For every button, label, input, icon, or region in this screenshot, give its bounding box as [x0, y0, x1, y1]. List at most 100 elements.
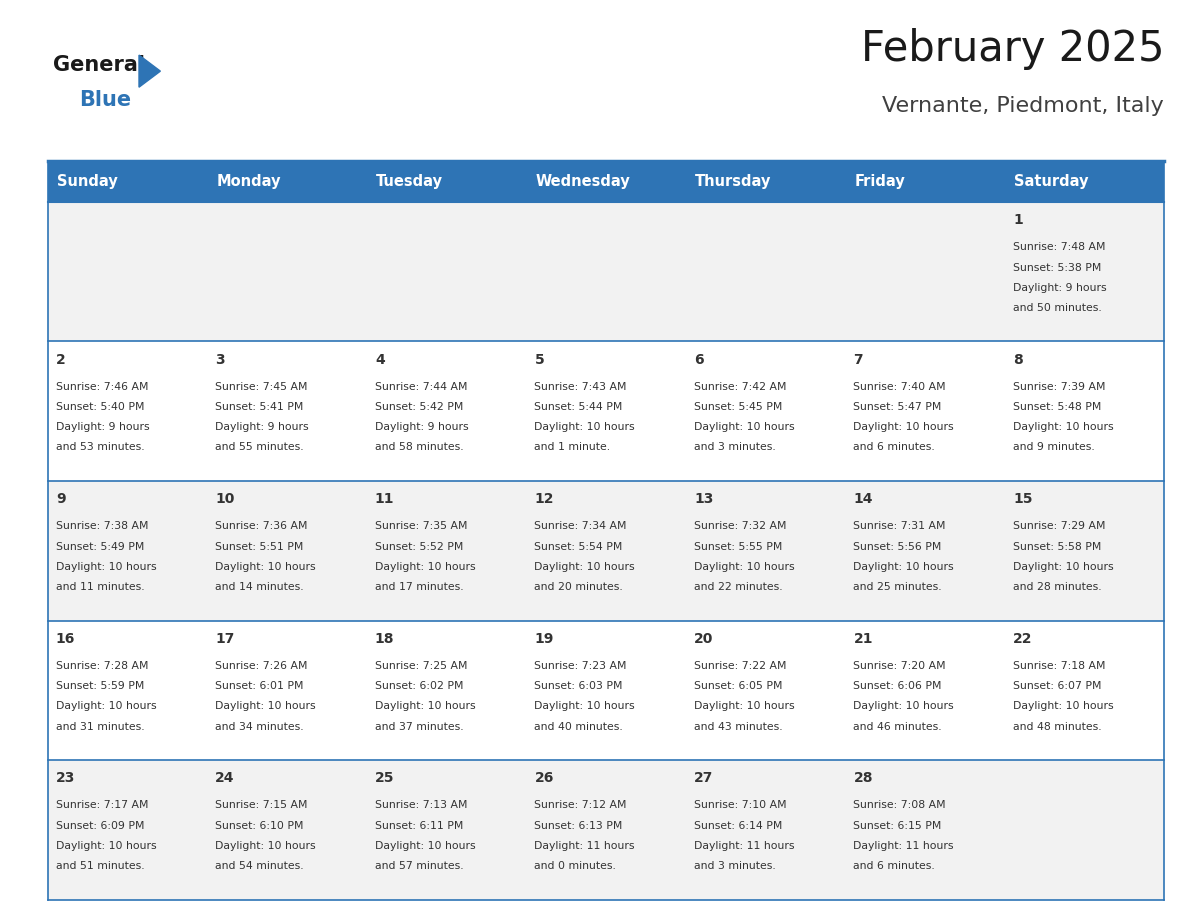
Text: Blue: Blue — [80, 90, 132, 110]
Text: 28: 28 — [853, 771, 873, 785]
Text: 9: 9 — [56, 492, 65, 506]
Text: Daylight: 10 hours: Daylight: 10 hours — [1013, 422, 1113, 432]
FancyBboxPatch shape — [1005, 760, 1164, 900]
Text: Sunset: 5:51 PM: Sunset: 5:51 PM — [215, 542, 304, 552]
Text: Daylight: 10 hours: Daylight: 10 hours — [1013, 701, 1113, 711]
Text: Daylight: 10 hours: Daylight: 10 hours — [375, 701, 475, 711]
Text: Daylight: 10 hours: Daylight: 10 hours — [853, 701, 954, 711]
Text: February 2025: February 2025 — [861, 28, 1164, 70]
Text: Sunrise: 7:43 AM: Sunrise: 7:43 AM — [535, 382, 627, 392]
Text: Daylight: 10 hours: Daylight: 10 hours — [215, 841, 316, 851]
FancyBboxPatch shape — [367, 760, 526, 900]
FancyBboxPatch shape — [526, 161, 685, 202]
FancyBboxPatch shape — [48, 341, 207, 481]
Text: and 58 minutes.: and 58 minutes. — [375, 442, 463, 453]
Text: Sunset: 6:03 PM: Sunset: 6:03 PM — [535, 681, 623, 691]
Text: Sunrise: 7:23 AM: Sunrise: 7:23 AM — [535, 661, 627, 671]
Text: 20: 20 — [694, 632, 713, 645]
Text: 15: 15 — [1013, 492, 1032, 506]
Text: and 43 minutes.: and 43 minutes. — [694, 722, 783, 732]
Text: and 46 minutes.: and 46 minutes. — [853, 722, 942, 732]
FancyBboxPatch shape — [48, 760, 207, 900]
Text: and 0 minutes.: and 0 minutes. — [535, 861, 617, 871]
Text: and 6 minutes.: and 6 minutes. — [853, 861, 935, 871]
Text: Daylight: 10 hours: Daylight: 10 hours — [535, 562, 636, 572]
Text: Sunrise: 7:42 AM: Sunrise: 7:42 AM — [694, 382, 786, 392]
Text: 27: 27 — [694, 771, 713, 785]
Text: and 55 minutes.: and 55 minutes. — [215, 442, 304, 453]
Text: Friday: Friday — [854, 174, 905, 189]
Text: Sunrise: 7:45 AM: Sunrise: 7:45 AM — [215, 382, 308, 392]
Text: Daylight: 11 hours: Daylight: 11 hours — [853, 841, 954, 851]
FancyBboxPatch shape — [845, 202, 1005, 341]
FancyBboxPatch shape — [207, 161, 367, 202]
Text: 10: 10 — [215, 492, 235, 506]
Text: 26: 26 — [535, 771, 554, 785]
Text: Sunrise: 7:26 AM: Sunrise: 7:26 AM — [215, 661, 308, 671]
Text: 23: 23 — [56, 771, 75, 785]
Text: Daylight: 10 hours: Daylight: 10 hours — [853, 562, 954, 572]
Text: 18: 18 — [375, 632, 394, 645]
Text: Sunset: 6:06 PM: Sunset: 6:06 PM — [853, 681, 942, 691]
FancyBboxPatch shape — [48, 481, 207, 621]
FancyBboxPatch shape — [685, 202, 845, 341]
Text: Sunrise: 7:13 AM: Sunrise: 7:13 AM — [375, 800, 467, 811]
FancyBboxPatch shape — [48, 621, 207, 760]
FancyBboxPatch shape — [845, 760, 1005, 900]
Text: Sunrise: 7:10 AM: Sunrise: 7:10 AM — [694, 800, 786, 811]
Text: Sunset: 6:15 PM: Sunset: 6:15 PM — [853, 821, 942, 831]
Text: and 6 minutes.: and 6 minutes. — [853, 442, 935, 453]
FancyBboxPatch shape — [367, 341, 526, 481]
Text: Sunset: 5:58 PM: Sunset: 5:58 PM — [1013, 542, 1101, 552]
Text: Daylight: 10 hours: Daylight: 10 hours — [535, 422, 636, 432]
Text: Daylight: 10 hours: Daylight: 10 hours — [1013, 562, 1113, 572]
FancyBboxPatch shape — [1005, 161, 1164, 202]
FancyBboxPatch shape — [526, 481, 685, 621]
Text: Daylight: 10 hours: Daylight: 10 hours — [56, 841, 157, 851]
Text: Sunset: 6:10 PM: Sunset: 6:10 PM — [215, 821, 304, 831]
Text: and 14 minutes.: and 14 minutes. — [215, 582, 304, 592]
Text: Monday: Monday — [216, 174, 282, 189]
Text: Sunset: 5:59 PM: Sunset: 5:59 PM — [56, 681, 144, 691]
Text: Sunset: 6:11 PM: Sunset: 6:11 PM — [375, 821, 463, 831]
FancyBboxPatch shape — [1005, 341, 1164, 481]
Text: and 3 minutes.: and 3 minutes. — [694, 442, 776, 453]
Text: Vernante, Piedmont, Italy: Vernante, Piedmont, Italy — [883, 96, 1164, 117]
Text: Daylight: 10 hours: Daylight: 10 hours — [535, 701, 636, 711]
Text: Tuesday: Tuesday — [377, 174, 443, 189]
Text: Sunset: 6:02 PM: Sunset: 6:02 PM — [375, 681, 463, 691]
Text: General: General — [53, 55, 145, 75]
Text: Thursday: Thursday — [695, 174, 771, 189]
Text: Sunset: 6:14 PM: Sunset: 6:14 PM — [694, 821, 783, 831]
FancyBboxPatch shape — [1005, 202, 1164, 341]
Text: and 53 minutes.: and 53 minutes. — [56, 442, 145, 453]
Text: Sunrise: 7:25 AM: Sunrise: 7:25 AM — [375, 661, 467, 671]
Text: Daylight: 10 hours: Daylight: 10 hours — [56, 701, 157, 711]
Text: Daylight: 9 hours: Daylight: 9 hours — [56, 422, 150, 432]
Text: Sunrise: 7:39 AM: Sunrise: 7:39 AM — [1013, 382, 1106, 392]
Text: and 37 minutes.: and 37 minutes. — [375, 722, 463, 732]
Text: Daylight: 10 hours: Daylight: 10 hours — [375, 841, 475, 851]
Text: and 48 minutes.: and 48 minutes. — [1013, 722, 1101, 732]
Text: Sunset: 6:01 PM: Sunset: 6:01 PM — [215, 681, 304, 691]
Text: and 31 minutes.: and 31 minutes. — [56, 722, 145, 732]
Text: Sunday: Sunday — [57, 174, 118, 189]
Text: Sunset: 5:56 PM: Sunset: 5:56 PM — [853, 542, 942, 552]
Text: 7: 7 — [853, 353, 864, 366]
Text: 21: 21 — [853, 632, 873, 645]
Text: 4: 4 — [375, 353, 385, 366]
Text: Sunset: 5:48 PM: Sunset: 5:48 PM — [1013, 402, 1101, 412]
Text: and 40 minutes.: and 40 minutes. — [535, 722, 624, 732]
Text: and 9 minutes.: and 9 minutes. — [1013, 442, 1095, 453]
Text: and 1 minute.: and 1 minute. — [535, 442, 611, 453]
Text: and 50 minutes.: and 50 minutes. — [1013, 303, 1101, 313]
Text: Sunset: 5:40 PM: Sunset: 5:40 PM — [56, 402, 144, 412]
FancyBboxPatch shape — [845, 341, 1005, 481]
Text: Sunset: 6:07 PM: Sunset: 6:07 PM — [1013, 681, 1101, 691]
Text: Sunrise: 7:44 AM: Sunrise: 7:44 AM — [375, 382, 467, 392]
Text: 8: 8 — [1013, 353, 1023, 366]
FancyBboxPatch shape — [526, 341, 685, 481]
Text: and 34 minutes.: and 34 minutes. — [215, 722, 304, 732]
FancyBboxPatch shape — [685, 621, 845, 760]
Polygon shape — [139, 55, 160, 87]
